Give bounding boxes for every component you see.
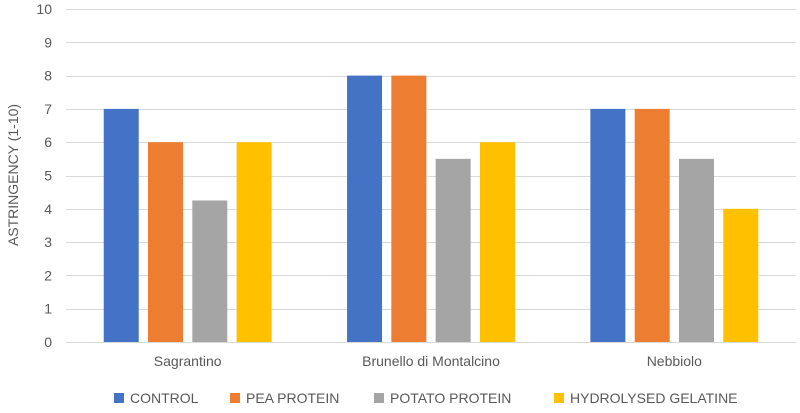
legend-label: HYDROLYSED GELATINE [570,390,738,406]
bar [347,75,383,342]
bar [479,142,515,342]
y-tick-label: 7 [44,101,52,117]
legend-label: POTATO PROTEIN [390,390,511,406]
bar [391,75,427,342]
y-tick-label: 1 [44,301,52,317]
y-tick-label: 6 [44,134,52,150]
bar [236,142,272,342]
y-axis-title: ASTRINGENCY (1-10) [5,104,21,246]
legend-swatch [374,393,384,403]
bar [634,108,670,343]
y-tick-label: 2 [44,267,52,283]
y-tick-label: 0 [44,334,52,350]
bar [678,158,714,342]
x-category-label: Nebbiolo [647,353,702,369]
x-category-label: Brunello di Montalcino [362,353,500,369]
bar [192,200,228,342]
legend-swatch [114,393,124,403]
legend-swatch [230,393,240,403]
y-tick-label: 9 [44,34,52,50]
legend-label: CONTROL [130,390,199,406]
legend-swatch [554,393,564,403]
y-tick-label: 3 [44,234,52,250]
x-axis-categories: Sagrantino Brunello di Montalcino Nebbiolo [154,353,702,369]
bar [103,108,139,343]
bar [435,158,471,342]
y-tick-label: 8 [44,68,52,84]
y-axis-ticks: 0 1 2 3 4 5 6 7 8 9 10 [36,1,52,350]
legend: CONTROL PEA PROTEIN POTATO PROTEIN HYDROLYS… [114,390,738,406]
bar [148,142,184,342]
bar [590,108,626,343]
legend-label: PEA PROTEIN [246,390,339,406]
y-tick-label: 4 [44,201,52,217]
y-tick-label: 5 [44,168,52,184]
y-tick-label: 10 [36,1,52,17]
bar [723,208,759,342]
x-category-label: Sagrantino [154,353,222,369]
bars [103,75,759,343]
gridlines [66,9,796,343]
